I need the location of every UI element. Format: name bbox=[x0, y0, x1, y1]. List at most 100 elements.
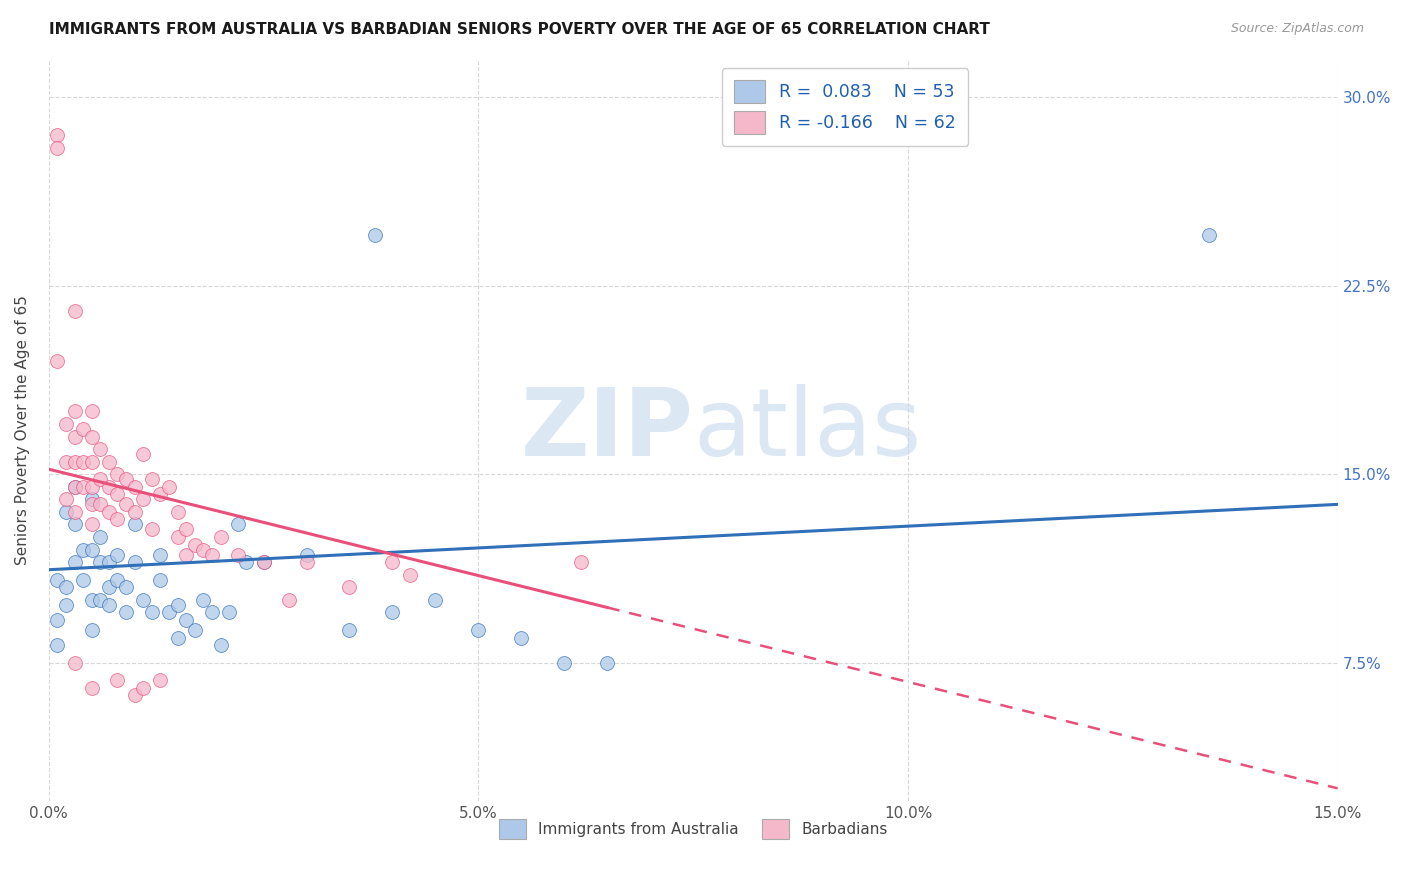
Point bbox=[72, 480, 94, 494]
Point bbox=[339, 623, 361, 637]
Point bbox=[124, 517, 146, 532]
Point bbox=[80, 455, 103, 469]
Point bbox=[166, 631, 188, 645]
Point bbox=[89, 442, 111, 456]
Point bbox=[80, 404, 103, 418]
Point bbox=[157, 606, 180, 620]
Point bbox=[63, 517, 86, 532]
Point bbox=[89, 530, 111, 544]
Point bbox=[46, 638, 69, 652]
Point bbox=[381, 606, 404, 620]
Point bbox=[97, 598, 120, 612]
Point bbox=[295, 555, 318, 569]
Point bbox=[63, 480, 86, 494]
Point bbox=[80, 592, 103, 607]
Point bbox=[72, 573, 94, 587]
Point bbox=[166, 530, 188, 544]
Point bbox=[107, 512, 129, 526]
Point bbox=[141, 606, 163, 620]
Point bbox=[201, 606, 224, 620]
Point bbox=[115, 580, 138, 594]
Point bbox=[97, 480, 120, 494]
Point bbox=[55, 580, 77, 594]
Point bbox=[63, 656, 86, 670]
Point bbox=[80, 492, 103, 507]
Point bbox=[97, 455, 120, 469]
Point bbox=[193, 592, 215, 607]
Point bbox=[184, 538, 207, 552]
Point bbox=[184, 623, 207, 637]
Point bbox=[55, 598, 77, 612]
Point bbox=[55, 455, 77, 469]
Point bbox=[132, 592, 155, 607]
Point bbox=[107, 548, 129, 562]
Point bbox=[124, 480, 146, 494]
Point bbox=[97, 555, 120, 569]
Point bbox=[107, 573, 129, 587]
Point bbox=[97, 580, 120, 594]
Point bbox=[596, 656, 619, 670]
Point bbox=[63, 455, 86, 469]
Point bbox=[124, 689, 146, 703]
Point bbox=[174, 523, 197, 537]
Point bbox=[209, 530, 232, 544]
Point bbox=[339, 580, 361, 594]
Point bbox=[149, 548, 172, 562]
Point bbox=[55, 492, 77, 507]
Point bbox=[72, 422, 94, 436]
Point bbox=[235, 555, 257, 569]
Point bbox=[553, 656, 575, 670]
Point bbox=[571, 555, 593, 569]
Point bbox=[63, 555, 86, 569]
Point bbox=[174, 613, 197, 627]
Point bbox=[510, 631, 533, 645]
Point bbox=[115, 497, 138, 511]
Point bbox=[55, 505, 77, 519]
Text: ZIP: ZIP bbox=[520, 384, 693, 476]
Point bbox=[141, 472, 163, 486]
Point bbox=[364, 228, 387, 243]
Point bbox=[80, 681, 103, 695]
Point bbox=[193, 542, 215, 557]
Point bbox=[89, 592, 111, 607]
Point bbox=[157, 480, 180, 494]
Point bbox=[209, 638, 232, 652]
Point bbox=[278, 592, 301, 607]
Point bbox=[46, 128, 69, 142]
Point bbox=[63, 480, 86, 494]
Point bbox=[89, 555, 111, 569]
Point bbox=[107, 487, 129, 501]
Point bbox=[80, 517, 103, 532]
Y-axis label: Seniors Poverty Over the Age of 65: Seniors Poverty Over the Age of 65 bbox=[15, 295, 30, 566]
Text: IMMIGRANTS FROM AUSTRALIA VS BARBADIAN SENIORS POVERTY OVER THE AGE OF 65 CORREL: IMMIGRANTS FROM AUSTRALIA VS BARBADIAN S… bbox=[49, 22, 990, 37]
Point bbox=[89, 497, 111, 511]
Point bbox=[398, 567, 420, 582]
Point bbox=[107, 673, 129, 688]
Point bbox=[46, 573, 69, 587]
Legend: Immigrants from Australia, Barbadians: Immigrants from Australia, Barbadians bbox=[492, 814, 894, 845]
Point bbox=[141, 523, 163, 537]
Point bbox=[226, 517, 249, 532]
Point bbox=[149, 487, 172, 501]
Point bbox=[72, 455, 94, 469]
Point bbox=[174, 548, 197, 562]
Point bbox=[115, 606, 138, 620]
Point bbox=[201, 548, 224, 562]
Point bbox=[80, 542, 103, 557]
Point bbox=[115, 472, 138, 486]
Point bbox=[80, 429, 103, 443]
Point bbox=[467, 623, 489, 637]
Point bbox=[1198, 228, 1220, 243]
Point bbox=[97, 505, 120, 519]
Point bbox=[381, 555, 404, 569]
Point bbox=[107, 467, 129, 482]
Point bbox=[55, 417, 77, 431]
Point bbox=[166, 598, 188, 612]
Point bbox=[124, 505, 146, 519]
Point bbox=[63, 429, 86, 443]
Point bbox=[80, 497, 103, 511]
Point bbox=[89, 472, 111, 486]
Point bbox=[252, 555, 274, 569]
Point bbox=[295, 548, 318, 562]
Point bbox=[63, 404, 86, 418]
